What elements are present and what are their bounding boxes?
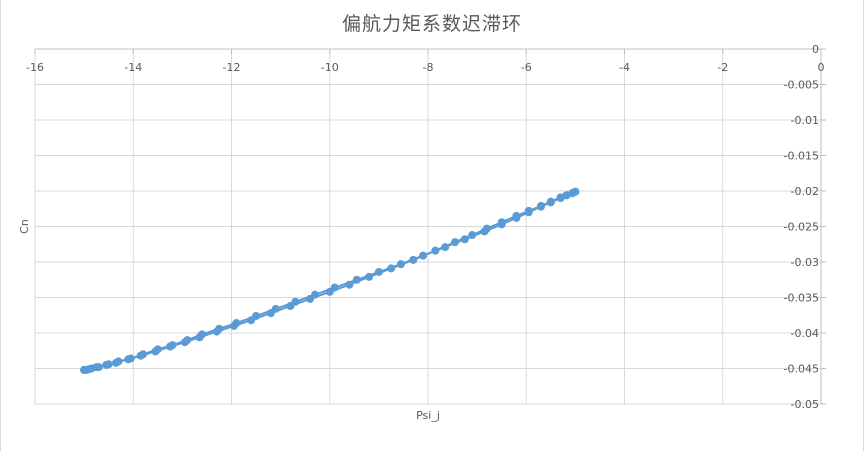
data-point [153,345,162,354]
data-point [92,363,101,372]
y-tick-label: -0.05 [791,398,819,411]
data-point [571,187,580,196]
data-point [271,304,280,313]
y-tick-label: -0.02 [791,185,819,198]
data-point [139,350,148,359]
data-point [546,198,555,207]
x-axis-label: Psi_j [416,409,440,422]
data-point [198,330,207,339]
y-tick-label: -0.03 [791,256,819,269]
data-point [524,208,533,217]
x-tick-label: -12 [223,61,241,74]
x-tick-label: -10 [321,61,339,74]
y-tick-label: -0.025 [784,221,819,234]
data-point [374,267,383,276]
data-point [85,365,94,374]
chart-title: 偏航力矩系数迟滞环 [341,13,522,35]
data-point [215,324,224,333]
series-line [83,190,576,371]
x-tick-label: -4 [619,61,630,74]
x-tick-label: -2 [717,61,728,74]
data-point [497,220,506,229]
y-axis-label: Cn [18,219,31,234]
y-tick-label: -0.04 [791,327,819,340]
axes [34,48,826,405]
data-point [311,290,320,299]
chart-left-edge [0,0,1,451]
data-point [102,360,111,369]
data-point [419,251,428,260]
data-point [112,358,121,367]
y-tick-label: -0.005 [784,79,819,92]
y-tick-label: -0.01 [791,114,819,127]
data-point [183,336,192,345]
data-point [168,341,177,350]
tick-labels: -16 -14 -12 -10 -8 -6 -4 -2 0 0 -0.005 -0.01 -0.015 -… [26,43,824,411]
data-point [232,319,241,328]
data-point [352,275,361,284]
x-tick-label: -6 [521,61,532,74]
data-point [124,355,133,364]
data-point [536,202,545,211]
x-tick-label: -8 [423,61,434,74]
data-point [396,260,405,269]
y-tick-label: -0.035 [784,292,819,305]
data-series [80,187,580,374]
data-point [480,227,489,236]
x-tick-label: -14 [124,61,142,74]
y-tick-label: -0.015 [784,150,819,163]
data-point [441,243,450,252]
y-tick-label: 0 [812,43,819,56]
data-point [291,297,300,306]
y-tick-label: -0.045 [784,363,819,376]
x-tick-label: -16 [26,61,44,74]
x-tick-label: 0 [818,61,825,74]
data-point [330,283,339,292]
data-point [512,213,521,222]
data-point [252,311,261,320]
data-point [460,235,469,244]
